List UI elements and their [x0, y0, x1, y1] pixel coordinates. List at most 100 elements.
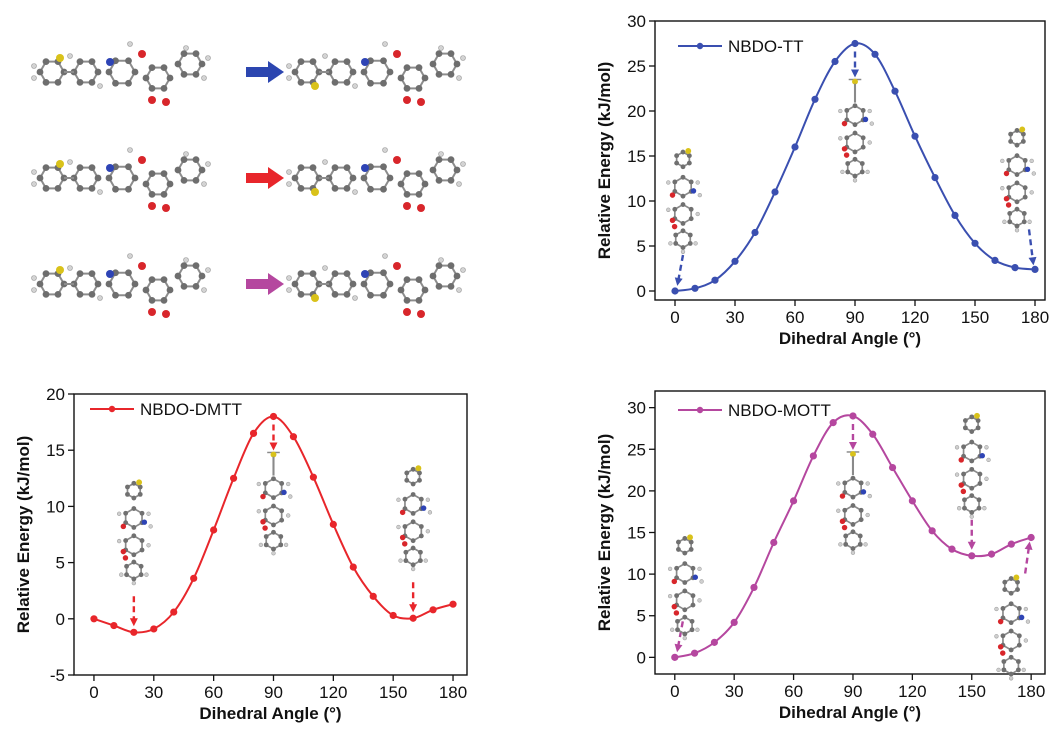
molecule-structure: [31, 253, 211, 318]
x-tick-label: 0: [670, 308, 679, 327]
legend-swatch-marker: [108, 405, 116, 413]
conversion-arrow-shaft: [246, 279, 268, 289]
data-point: [90, 615, 98, 623]
data-point: [871, 50, 879, 58]
conformer-structure: [116, 479, 153, 586]
data-point: [931, 174, 939, 182]
x-tick-label: 60: [784, 682, 803, 701]
x-tick-label: 150: [379, 683, 407, 702]
x-tick-label: 120: [319, 683, 347, 702]
conformer-pointer: [676, 254, 685, 283]
conformer-structure: [396, 465, 433, 572]
x-tick-label: 120: [898, 682, 926, 701]
data-point: [711, 276, 719, 284]
data-point: [249, 429, 258, 437]
data-point: [289, 433, 298, 441]
y-tick-label: 10: [627, 565, 646, 584]
x-tick-label: 60: [204, 683, 223, 702]
conformer-pointer-head: [674, 277, 683, 286]
chart-nbdo-mott: 0 30 60 90 120 150 180 0 5 10 15 20 25 30 Dihedral Ang…: [595, 390, 1046, 722]
conversion-arrow-head: [268, 167, 284, 189]
data-point: [269, 412, 278, 421]
conformer-pointer-head: [1028, 256, 1037, 266]
y-axis-title: Relative Energy (kJ/mol): [14, 436, 33, 633]
x-tick-label: 0: [89, 683, 98, 702]
conformer-pointer-head: [674, 643, 683, 653]
conformer-structure: [667, 534, 704, 641]
y-tick-label: 5: [637, 237, 646, 256]
conformer-pointer-head: [967, 541, 976, 550]
data-point: [150, 625, 158, 633]
data-point: [928, 527, 936, 535]
y-tick-label: 25: [627, 57, 646, 76]
chart-nbdo-dmtt: 0 30 60 90 120 150 180 -5 0 5 10 15 20 Dihedral Angle…: [14, 385, 468, 723]
data-point: [190, 574, 198, 582]
conformer-pointer: [1023, 545, 1031, 574]
data-point: [987, 550, 996, 558]
data-point: [811, 95, 819, 103]
data-point: [888, 463, 897, 472]
molecule-conversion-panel: [31, 41, 466, 318]
data-point: [771, 188, 779, 196]
legend-swatch-marker: [696, 42, 704, 50]
y-tick-label: 20: [627, 102, 646, 121]
data-point: [851, 39, 859, 48]
data-point: [731, 257, 739, 265]
conformer-pointer-head: [1024, 541, 1033, 551]
data-point: [309, 473, 317, 481]
x-tick-label: 30: [725, 682, 744, 701]
data-point: [809, 452, 817, 460]
y-tick-label: 20: [627, 482, 646, 501]
data-point: [130, 628, 138, 636]
y-tick-label: 5: [637, 607, 646, 626]
molecule-structure: [286, 41, 466, 106]
conformer-structure: [954, 412, 991, 519]
y-tick-label: 15: [627, 147, 646, 166]
data-point: [229, 474, 238, 482]
data-point: [349, 563, 357, 571]
molecule-structure: [286, 253, 466, 318]
y-tick-label: 30: [627, 12, 646, 31]
data-point: [971, 239, 979, 247]
data-point: [690, 649, 699, 657]
molecule-structure: [31, 41, 211, 106]
data-point: [791, 143, 799, 151]
conformer-structure: [256, 451, 293, 556]
conversion-arrow-head: [268, 273, 284, 295]
x-tick-label: 180: [439, 683, 467, 702]
legend-label: NBDO-TT: [728, 37, 804, 56]
chart-nbdo-tt: 0 30 60 90 120 150 180 0 5 10 15 20 25 30 Dihedral Ang…: [595, 12, 1049, 348]
data-point: [891, 87, 899, 95]
x-tick-label: 30: [726, 308, 745, 327]
conformer-structure: [1000, 126, 1036, 233]
data-point: [751, 228, 759, 237]
x-tick-label: 0: [670, 682, 679, 701]
x-tick-label: 90: [846, 308, 865, 327]
data-point: [710, 638, 718, 646]
legend-label: NBDO-MOTT: [728, 401, 831, 420]
x-axis-title: Dihedral Angle (°): [199, 704, 341, 723]
conformer-pointer: [1027, 229, 1035, 262]
data-point: [991, 256, 999, 264]
x-tick-label: 30: [144, 683, 163, 702]
conformer-structure: [994, 574, 1031, 681]
data-point: [110, 621, 118, 630]
y-tick-label: 0: [637, 282, 646, 301]
conformer-pointer-head: [409, 604, 418, 613]
conformer-structure: [838, 78, 874, 183]
y-tick-label: 15: [46, 441, 65, 460]
x-tick-label: 150: [961, 308, 989, 327]
data-point: [948, 545, 956, 553]
conformer-pointer-head: [129, 618, 138, 627]
y-tick-label: 25: [627, 440, 646, 459]
x-tick-label: 180: [1017, 682, 1045, 701]
y-tick-label: 30: [627, 399, 646, 418]
data-point: [750, 583, 758, 592]
y-axis-title: Relative Energy (kJ/mol): [595, 434, 614, 631]
data-point: [369, 592, 377, 600]
plot-frame: [654, 20, 1046, 301]
legend-label: NBDO-DMTT: [140, 400, 242, 419]
data-point: [691, 284, 699, 292]
conformer-pointer-head: [848, 441, 857, 450]
